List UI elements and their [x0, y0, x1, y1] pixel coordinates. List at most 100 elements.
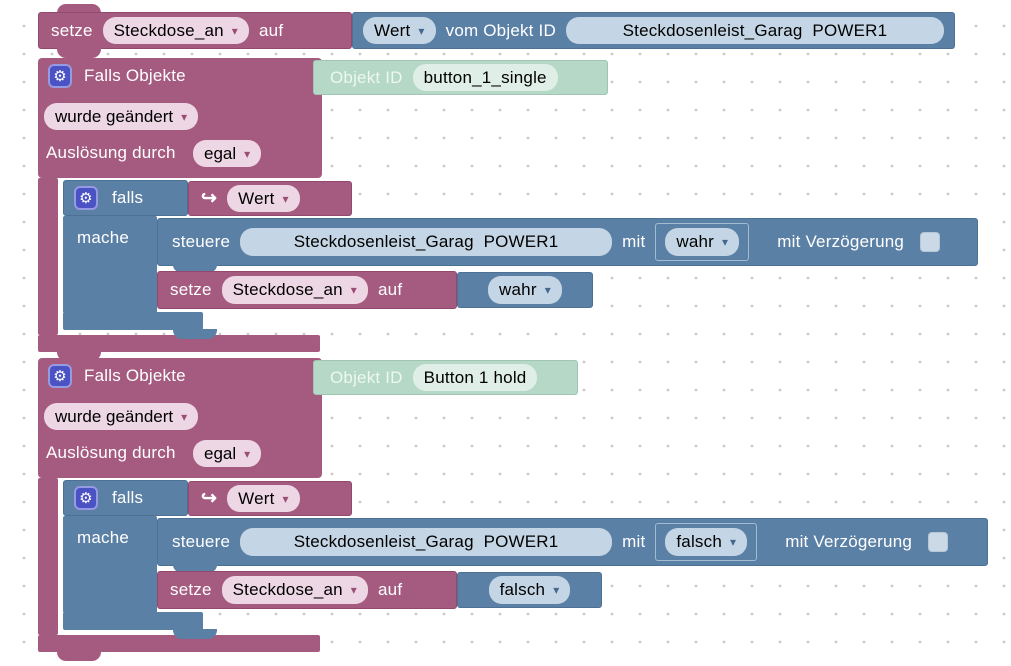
connector-tab: [57, 351, 101, 361]
dropdown-arrow-icon: ▾: [418, 23, 425, 38]
objekt-id-label: Objekt ID: [330, 367, 403, 387]
mache-label: mache: [77, 228, 130, 247]
connector-tab: [173, 329, 217, 339]
objekt-id-field[interactable]: Button 1 hold: [412, 363, 538, 392]
connector-tab: [173, 629, 217, 639]
gear-glyph: ⚙: [79, 190, 93, 207]
mutator-gear-icon[interactable]: ⚙: [74, 486, 98, 510]
falls-label: falls: [112, 488, 144, 507]
connector-tab: [173, 265, 217, 272]
block-logic-value[interactable]: wahr ▾: [655, 223, 750, 261]
gear-glyph: ⚙: [53, 368, 67, 385]
block-condition-wert[interactable]: ↪ Wert ▾: [188, 181, 352, 216]
setze-label: setze: [170, 580, 212, 599]
falls-objekte-label: Falls Objekte: [84, 66, 186, 85]
cast-arrow-icon: ↪: [201, 488, 218, 509]
steuere-label: steuere: [172, 232, 231, 251]
object-id-field[interactable]: Steckdosenleist_Garag POWER1: [565, 16, 944, 45]
block-logic-value[interactable]: falsch ▾: [457, 572, 602, 608]
block-logic-value[interactable]: falsch ▾: [655, 523, 758, 561]
block-bottom-bar: [38, 335, 320, 352]
connector-tab: [57, 4, 101, 13]
trigger-condition-dropdown[interactable]: egal ▾: [193, 440, 262, 468]
block-left-wall: [38, 478, 58, 635]
block-objekt-id[interactable]: Objekt ID button_1_single: [313, 60, 608, 95]
dropdown-arrow-icon: ▾: [231, 23, 239, 38]
gear-glyph: ⚙: [79, 490, 93, 507]
dropdown-arrow-icon: ▾: [181, 409, 188, 424]
block-left-wall: [63, 516, 157, 613]
change-type-dropdown[interactable]: wurde geändert ▾: [44, 403, 199, 431]
delay-checkbox[interactable]: [928, 532, 949, 552]
dropdown-arrow-icon: ▾: [544, 283, 551, 297]
auf-label: auf: [378, 580, 403, 599]
block-setze-inner[interactable]: setze Steckdose_an ▾ auf: [157, 271, 457, 309]
steuere-object-id-field[interactable]: Steckdosenleist_Garag POWER1: [240, 528, 613, 556]
variable-dropdown[interactable]: Steckdose_an ▾: [221, 576, 369, 604]
auf-label: auf: [259, 20, 284, 40]
change-type-dropdown[interactable]: wurde geändert ▾: [44, 103, 199, 131]
block-bottom-bar: [63, 312, 203, 330]
mutator-gear-icon[interactable]: ⚙: [74, 186, 98, 210]
block-condition-wert[interactable]: ↪ Wert ▾: [188, 481, 352, 516]
block-bottom-bar: [38, 635, 320, 652]
steuere-value-dropdown[interactable]: wahr ▾: [665, 228, 740, 256]
condition-value-dropdown[interactable]: Wert ▾: [227, 184, 300, 213]
ausloesung-durch-label: Auslösung durch: [46, 143, 176, 162]
setze-label: setze: [51, 20, 93, 40]
objekt-id-field[interactable]: button_1_single: [412, 63, 558, 92]
block-falls-header[interactable]: ⚙ falls: [63, 180, 188, 216]
falls-label: falls: [112, 188, 144, 207]
connector-tab: [57, 651, 101, 661]
variable-dropdown[interactable]: Steckdose_an ▾: [102, 16, 250, 45]
dropdown-arrow-icon: ▾: [282, 191, 289, 206]
mutator-gear-icon[interactable]: ⚙: [48, 64, 72, 88]
wert-dropdown[interactable]: Wert ▾: [363, 16, 436, 45]
steuere-label: steuere: [172, 532, 231, 551]
delay-checkbox[interactable]: [920, 232, 941, 252]
cast-arrow-icon: ↪: [201, 188, 218, 209]
block-left-wall: [38, 178, 58, 335]
block-falls-header[interactable]: ⚙ falls: [63, 480, 188, 516]
dropdown-arrow-icon: ▾: [282, 491, 289, 506]
steuere-value-dropdown[interactable]: falsch ▾: [665, 528, 748, 556]
block-setze-inner[interactable]: setze Steckdose_an ▾ auf: [157, 571, 457, 609]
dropdown-arrow-icon: ▾: [181, 109, 188, 124]
dropdown-arrow-icon: ▾: [350, 283, 358, 297]
trigger-condition-dropdown[interactable]: egal ▾: [193, 140, 262, 168]
dropdown-arrow-icon: ▾: [244, 146, 251, 161]
mit-label: mit: [622, 532, 646, 551]
objekt-id-label: Objekt ID: [330, 67, 403, 87]
block-setze-top[interactable]: setze Steckdose_an ▾ auf: [38, 12, 352, 49]
dropdown-arrow-icon: ▾: [722, 235, 729, 249]
condition-value-dropdown[interactable]: Wert ▾: [227, 484, 300, 513]
mit-verzoegerung-label: mit Verzögerung: [777, 232, 905, 251]
auf-label: auf: [378, 280, 403, 299]
mit-verzoegerung-label: mit Verzögerung: [785, 532, 913, 551]
dropdown-arrow-icon: ▾: [553, 583, 560, 597]
variable-dropdown[interactable]: Steckdose_an ▾: [221, 276, 369, 304]
mache-label: mache: [77, 528, 130, 547]
setze-label: setze: [170, 280, 212, 299]
connector-tab: [173, 565, 217, 572]
ausloesung-durch-label: Auslösung durch: [46, 443, 176, 462]
block-wert-vom-objekt[interactable]: Wert ▾ vom Objekt ID Steckdosenleist_Gara…: [352, 12, 955, 49]
mit-label: mit: [622, 232, 646, 251]
block-left-wall: [63, 216, 157, 313]
gear-glyph: ⚙: [53, 68, 67, 85]
dropdown-arrow-icon: ▾: [244, 446, 251, 461]
block-objekt-id[interactable]: Objekt ID Button 1 hold: [313, 360, 578, 395]
block-steuere[interactable]: steuere Steckdosenleist_Garag POWER1 mit…: [157, 518, 988, 566]
dropdown-arrow-icon: ▾: [729, 535, 737, 549]
mutator-gear-icon[interactable]: ⚙: [48, 364, 72, 388]
falls-objekte-label: Falls Objekte: [84, 366, 186, 385]
setze-value-dropdown[interactable]: falsch ▾: [488, 576, 571, 604]
block-logic-value[interactable]: wahr ▾: [457, 272, 593, 308]
block-steuere[interactable]: steuere Steckdosenleist_Garag POWER1 mit…: [157, 218, 978, 266]
block-bottom-bar: [63, 612, 203, 630]
vom-objekt-id-label: vom Objekt ID: [445, 20, 556, 40]
steuere-object-id-field[interactable]: Steckdosenleist_Garag POWER1: [240, 228, 613, 256]
setze-value-dropdown[interactable]: wahr ▾: [488, 276, 562, 304]
connector-tab: [57, 48, 101, 58]
